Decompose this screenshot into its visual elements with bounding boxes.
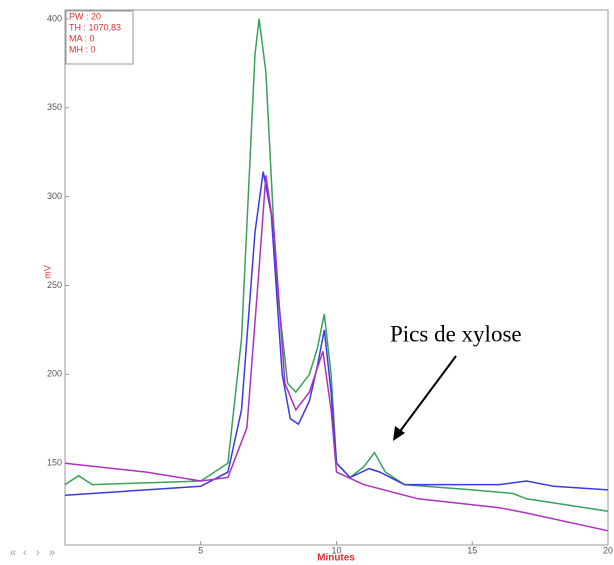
y-tick-label: 200 [47,369,62,379]
info-box [65,10,134,65]
x-tick-label: 10 [331,545,341,555]
annotation-arrow [397,355,457,435]
y-tick-label: 300 [47,191,62,201]
nav-button[interactable]: « [10,547,16,559]
nav-button[interactable]: ‹ [23,547,27,559]
info-line: PW : 20 [69,11,101,21]
arrow-head [393,426,405,441]
y-tick-label: 400 [47,13,62,23]
nav-button[interactable]: » [49,547,55,559]
info-line: MH : 0 [69,44,96,54]
x-tick-label: 5 [198,545,203,555]
y-axis-label: mV [42,265,52,279]
y-tick-label: 250 [47,280,62,290]
x-tick-label: 15 [467,545,477,555]
y-tick-label: 150 [47,458,62,468]
x-tick-label: 20 [603,545,613,555]
info-line: MA : 0 [69,33,95,43]
series-line [64,171,609,496]
info-line: TH : 1070,83 [69,22,121,32]
annotation: Pics de xylose [390,321,522,346]
y-tick-label: 350 [47,102,62,112]
nav-button[interactable]: › [36,547,40,559]
series-line [64,175,609,532]
series-line [64,18,609,512]
x-axis-label: Minutes [317,553,355,564]
